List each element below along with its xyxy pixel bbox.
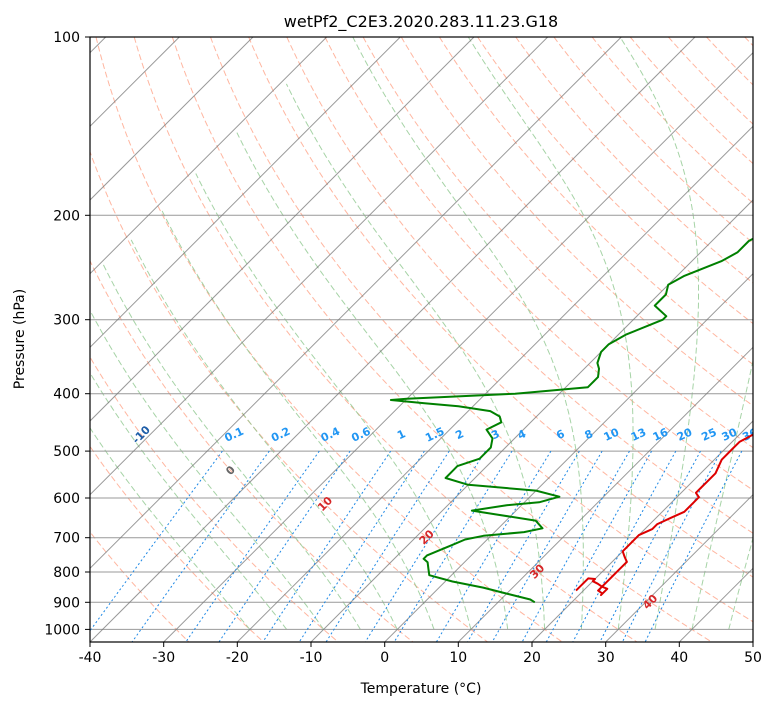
isobar-group xyxy=(90,37,753,630)
isotherm-line xyxy=(90,37,475,422)
isotherm-line xyxy=(90,37,328,275)
mixing-ratio-line xyxy=(572,450,677,642)
y-tick-label: 200 xyxy=(53,208,80,224)
x-tick-label: 10 xyxy=(449,650,467,666)
moist-adiabat-line xyxy=(101,262,361,630)
dewpoint-line xyxy=(389,237,753,604)
x-tick-label: -30 xyxy=(152,650,175,666)
isotherm-line xyxy=(605,493,753,642)
mixing-ratio-line xyxy=(262,450,392,642)
chart-title: wetPf2_C2E3.2020.283.11.23.G18 xyxy=(284,12,558,32)
mixing-ratio-line xyxy=(185,450,320,642)
dry-adiabat-line xyxy=(362,37,753,449)
isotherm-line xyxy=(384,272,753,642)
isotherm-line xyxy=(90,37,696,642)
mixing-ratio-line xyxy=(393,450,513,642)
y-tick-label: 400 xyxy=(53,387,80,403)
mixing-ratio-line xyxy=(298,450,425,642)
moist-adiabat-line xyxy=(160,208,435,630)
x-tick-label: -40 xyxy=(79,650,102,666)
series-group xyxy=(389,237,753,604)
moist-adiabat-line xyxy=(352,37,584,630)
mixing-ratio-label: 30 xyxy=(720,425,740,443)
moist-adiabat-line xyxy=(90,309,324,630)
dry-adiabat-line xyxy=(248,37,753,578)
isotherm-line xyxy=(457,346,753,642)
isotherm-line xyxy=(310,199,753,642)
x-tick-label: 0 xyxy=(380,650,389,666)
y-tick-label: 900 xyxy=(53,595,80,611)
mixing-ratio-line xyxy=(491,450,603,642)
dry-adiabat-line xyxy=(591,37,753,204)
isotherm-line xyxy=(90,37,254,201)
x-tick-label: 20 xyxy=(523,650,541,666)
moist-adiabat-line xyxy=(619,37,699,630)
isotherm-line xyxy=(90,37,622,570)
plot-frame xyxy=(89,36,754,643)
mixing-ratio-line xyxy=(521,450,630,642)
dry-adiabat-line xyxy=(95,37,563,642)
moist-adiabat-line xyxy=(236,132,509,630)
mixing-ratio-line xyxy=(621,450,722,642)
x-tick-label: -10 xyxy=(300,650,323,666)
mixing-ratio-line xyxy=(599,450,701,642)
x-axis-label: Temperature (°C) xyxy=(360,681,482,697)
x-tick-label: -20 xyxy=(226,650,249,666)
dry-adiabat-line xyxy=(90,356,339,642)
isotherm-line xyxy=(90,37,549,496)
x-tick-label: 30 xyxy=(597,650,615,666)
temperature-line xyxy=(575,433,753,597)
mixing-ratio-label: 10 xyxy=(602,425,622,443)
y-tick-label: 700 xyxy=(53,531,80,547)
isotherm-line xyxy=(90,37,401,349)
dry-adiabat-line xyxy=(133,37,638,642)
moist-adiabat-line xyxy=(90,427,251,630)
dry-adiabat-line xyxy=(477,37,753,325)
y-tick-label: 600 xyxy=(53,491,80,507)
x-tick-label: 40 xyxy=(670,650,688,666)
mixing-ratio-line xyxy=(90,450,223,632)
moist-adiabat-line xyxy=(285,83,546,630)
y-tick-label: 1000 xyxy=(44,622,80,638)
moist-adiabat-line xyxy=(130,239,398,630)
dry-adiabat-line xyxy=(629,37,753,165)
moist-adiabat-group xyxy=(90,37,753,630)
plot-area: -100-90-80-70-60-50-40-30-20-10010203040… xyxy=(90,37,753,642)
y-tick-label: 800 xyxy=(53,565,80,581)
mixing-ratio-line xyxy=(644,450,743,642)
mixing-ratio-label: 13 xyxy=(629,426,648,444)
moist-adiabat-line xyxy=(90,371,288,630)
dry-adiabat-line xyxy=(438,37,753,366)
isotherm-line xyxy=(236,125,753,642)
moist-adiabat-line xyxy=(467,37,634,630)
mixing-ratio-line xyxy=(218,450,351,642)
isotherm-line xyxy=(163,51,753,642)
y-tick-label: 100 xyxy=(53,30,80,46)
moist-adiabat-line xyxy=(195,173,472,630)
y-tick-label: 500 xyxy=(53,444,80,460)
y-tick-label: 300 xyxy=(53,313,80,329)
y-axis-label: Pressure (hPa) xyxy=(12,289,28,389)
mixing-ratio-line xyxy=(364,450,486,642)
mixing-ratio-line xyxy=(435,450,552,642)
dry-adiabat-line xyxy=(400,37,753,407)
mixing-ratio-line xyxy=(325,450,450,642)
axes-group: -40 -30 -20 -10 0 10 20 30 40 50 100 200 300 400 500 60… xyxy=(44,30,762,666)
dry-adiabat-line xyxy=(90,445,264,642)
x-tick-label: 50 xyxy=(744,650,762,666)
dry-adiabat-line xyxy=(171,37,712,642)
mixing-ratio-label: 20 xyxy=(675,425,695,443)
dry-adiabat-line xyxy=(515,37,753,284)
dry-adiabat-line xyxy=(90,531,190,642)
mixing-ratio-label: 16 xyxy=(651,425,671,443)
mixing-ratio-label: 25 xyxy=(699,426,718,444)
moist-adiabat-line xyxy=(691,358,753,630)
mixing-ratio-line xyxy=(545,450,653,642)
